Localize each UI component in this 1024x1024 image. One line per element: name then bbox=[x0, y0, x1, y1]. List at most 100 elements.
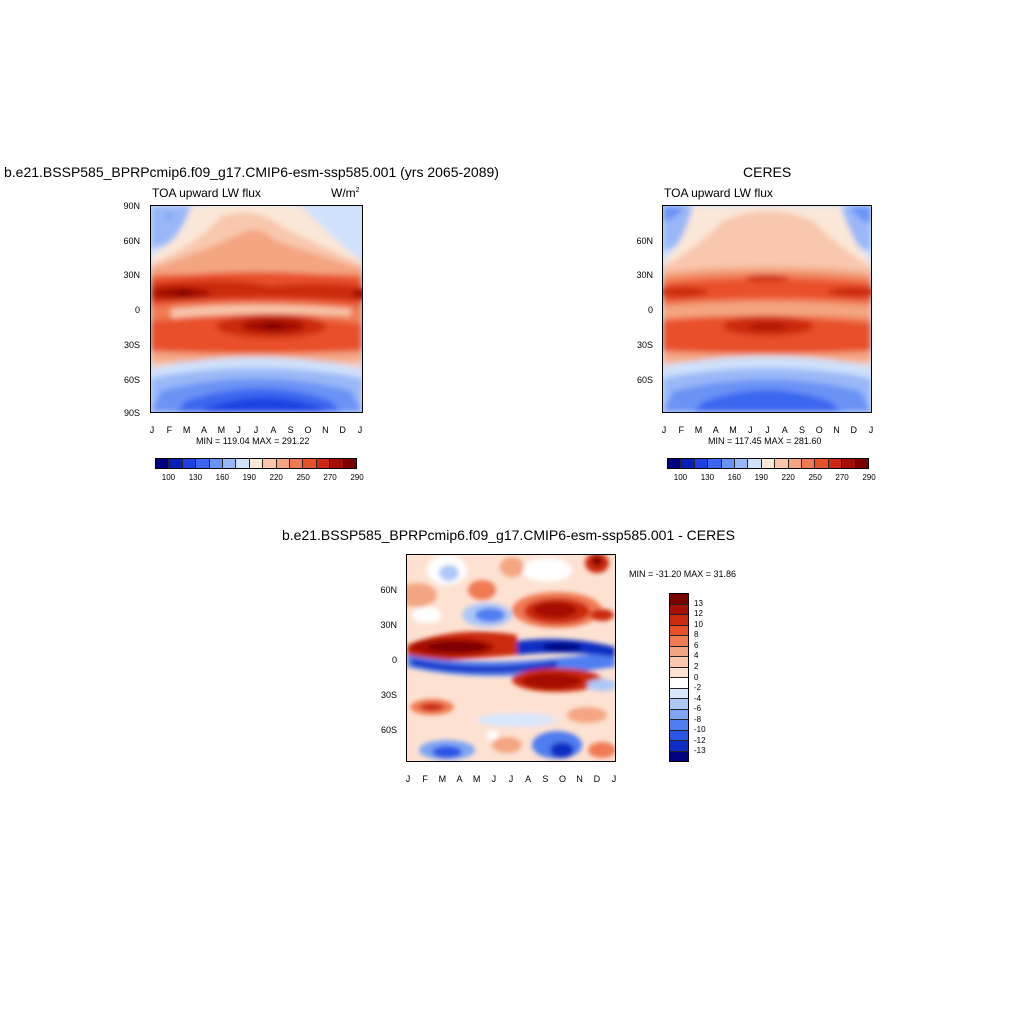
colorbar-label: 220 bbox=[269, 473, 283, 482]
bottom-panel-title: b.e21.BSSP585_BPRPcmip6.f09_g17.CMIP6-es… bbox=[282, 527, 735, 543]
colorbar-label: -13 bbox=[694, 746, 706, 756]
bottom-ytick: 30S bbox=[380, 690, 397, 700]
bottom-stats: MIN = -31.20 MAX = 31.86 bbox=[629, 569, 737, 579]
left-units-sup: 2 bbox=[355, 187, 360, 194]
left-xtick: O bbox=[304, 425, 312, 435]
colorbar-cell bbox=[276, 459, 291, 468]
colorbar-cell bbox=[670, 730, 688, 741]
left-xtick: J bbox=[253, 425, 259, 435]
bottom-xtick: J bbox=[405, 774, 411, 784]
right-xtick: M bbox=[694, 425, 703, 435]
left-xtick: J bbox=[236, 425, 241, 435]
colorbar-cell bbox=[670, 646, 688, 657]
colorbar-cell bbox=[670, 741, 688, 752]
colorbar-cell bbox=[670, 720, 688, 731]
colorbar-label: 4 bbox=[694, 651, 699, 661]
colorbar-cell bbox=[788, 459, 803, 468]
colorbar-label: 130 bbox=[188, 473, 203, 482]
colorbar-label: 160 bbox=[215, 473, 229, 482]
colorbar-cell bbox=[156, 459, 170, 468]
bottom-xtick: M bbox=[472, 774, 481, 784]
right-ytick: 30S bbox=[636, 340, 653, 350]
bottom-xtick: M bbox=[438, 774, 447, 784]
colorbar-cell bbox=[670, 625, 688, 636]
right-variable-label: TOA upward LW flux bbox=[664, 186, 773, 200]
colorbar-cell bbox=[670, 751, 688, 761]
colorbar-label: -6 bbox=[694, 704, 702, 714]
colorbar-label: 13 bbox=[694, 598, 703, 608]
colorbar-cell bbox=[668, 459, 682, 468]
right-heatmap bbox=[662, 205, 872, 413]
left-ytick: 90S bbox=[123, 408, 140, 418]
right-panel-title: CERES bbox=[743, 164, 792, 180]
colorbar-label: 100 bbox=[673, 473, 688, 482]
colorbar-label: -12 bbox=[694, 735, 706, 745]
colorbar-cell bbox=[670, 709, 688, 720]
colorbar-label: 290 bbox=[862, 473, 876, 482]
colorbar-cell bbox=[828, 459, 843, 468]
bottom-xtick: S bbox=[542, 774, 549, 784]
left-xtick: N bbox=[322, 425, 329, 435]
colorbar-label: 270 bbox=[835, 473, 849, 482]
left-xtick: D bbox=[339, 425, 346, 435]
colorbar-cell bbox=[223, 459, 237, 468]
left-xtick: S bbox=[287, 425, 294, 435]
left-ytick: 90N bbox=[123, 201, 140, 211]
colorbar-label: -2 bbox=[694, 683, 702, 693]
colorbar-label: 160 bbox=[727, 473, 741, 482]
colorbar-label: -8 bbox=[694, 714, 702, 724]
colorbar-cell bbox=[694, 459, 709, 468]
right-xtick: S bbox=[798, 425, 805, 435]
colorbar-cell bbox=[815, 459, 829, 468]
colorbar-label: 10 bbox=[694, 619, 703, 629]
bottom-xtick: D bbox=[593, 774, 601, 784]
colorbar-label: 6 bbox=[694, 640, 699, 650]
colorbar-cell bbox=[670, 699, 688, 710]
right-xtick: J bbox=[661, 425, 667, 435]
colorbar-cell bbox=[169, 459, 183, 468]
right-xtick: D bbox=[850, 425, 858, 435]
colorbar-cell bbox=[670, 615, 688, 626]
left-ytick: 60N bbox=[123, 236, 140, 246]
left-variable-label: TOA upward LW flux bbox=[152, 186, 261, 200]
colorbar-cell bbox=[855, 459, 869, 468]
left-xtick: J bbox=[149, 425, 155, 435]
colorbar-cell bbox=[748, 459, 762, 468]
colorbar-cell bbox=[182, 459, 197, 468]
colorbar-label: 2 bbox=[694, 661, 699, 671]
bottom-xtick: J bbox=[508, 774, 514, 784]
colorbar-cell bbox=[290, 459, 304, 468]
left-ytick: 30N bbox=[123, 270, 140, 280]
colorbar-cell bbox=[802, 459, 816, 468]
bottom-heatmap bbox=[406, 554, 616, 762]
bottom-xtick: J bbox=[491, 774, 497, 784]
bottom-ytick: 60S bbox=[380, 725, 397, 735]
colorbar-label: 0 bbox=[694, 672, 699, 682]
colorbar-cell bbox=[670, 657, 688, 668]
colorbar-cell bbox=[316, 459, 331, 468]
colorbar-label: 270 bbox=[323, 473, 337, 482]
bottom-xtick: A bbox=[525, 774, 532, 784]
colorbar-label: 250 bbox=[808, 473, 822, 482]
left-xtick: J bbox=[357, 425, 363, 435]
colorbar-cell bbox=[249, 459, 264, 468]
colorbar-cell bbox=[670, 604, 688, 615]
colorbar-cell bbox=[735, 459, 749, 468]
colorbar-label: 100 bbox=[161, 473, 176, 482]
colorbar-label: 220 bbox=[781, 473, 795, 482]
colorbar-cell bbox=[263, 459, 277, 468]
colorbar-cell bbox=[670, 636, 688, 647]
colorbar-cell bbox=[681, 459, 695, 468]
left-ytick: 0 bbox=[134, 305, 140, 315]
colorbar-label: -4 bbox=[694, 693, 702, 703]
colorbar-label: 12 bbox=[694, 609, 703, 619]
left-xtick: M bbox=[217, 425, 226, 435]
right-colorbar bbox=[667, 458, 869, 469]
right-ytick: 30N bbox=[636, 270, 653, 280]
left-units-text: W/m bbox=[331, 186, 356, 200]
colorbar-label: -10 bbox=[694, 725, 706, 735]
right-xtick: M bbox=[729, 425, 737, 435]
colorbar-cell bbox=[209, 459, 224, 468]
colorbar-cell bbox=[303, 459, 317, 468]
colorbar-label: 250 bbox=[296, 473, 310, 482]
